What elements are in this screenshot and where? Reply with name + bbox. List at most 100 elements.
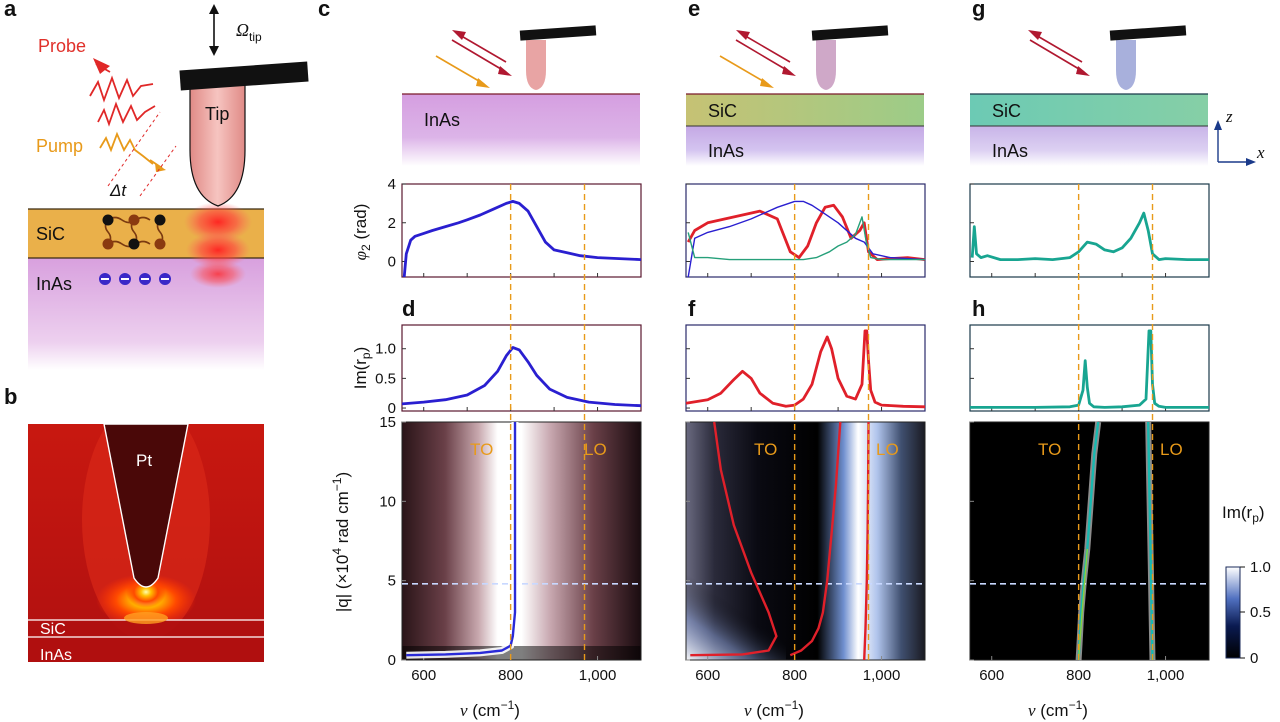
beam-arrows-g [1028,30,1090,76]
im-axis-label: Im(rp) [351,347,373,390]
map-g-to-label: TO [1038,440,1061,459]
panel-b: b Pt SiC InAs [4,384,264,664]
h-series-0 [970,329,1209,409]
panel-label-c: c [318,0,330,21]
c-ytick-label-2: 4 [388,176,396,193]
e-series-0 [686,203,926,261]
lattice-icon [102,214,166,250]
sic-label: SiC [36,224,65,244]
stack-g-layer-0: SiC [992,101,1021,121]
map-c-lo-label: LO [584,440,607,459]
nu-axis-label-c: ν (cm−1) [460,698,520,720]
x-axis-label: x [1256,143,1265,162]
sim-sic-label: SiC [40,621,66,638]
pump-label: Pump [36,136,83,156]
c-series-0 [402,200,642,278]
z-axis-label: z [1225,107,1233,126]
frame-g [969,183,1210,278]
electrons-icon [99,273,171,285]
map-e [686,422,925,660]
frame-e [685,183,926,278]
colorbar-title: Im(rp) [1222,503,1265,525]
panel-label-f: f [688,296,696,321]
inas-label: InAs [36,274,72,294]
map-c-background [402,422,641,660]
line-plots [401,183,1210,412]
panel-label-a: a [4,0,17,21]
panel-g-header: g SiC InAs z x [970,0,1265,166]
tip-label: Tip [205,104,229,124]
e-map-dispersion-1 [789,421,842,657]
nearfield-glow [184,202,252,242]
f-series-0 [685,329,926,409]
g-map-xtick-label-1: 800 [1066,667,1091,684]
nu-axis-label-g: ν (cm−1) [1028,698,1088,720]
panel-label-h: h [972,296,985,321]
probe-label: Probe [38,36,86,56]
c-ytick-label-0: 0 [388,254,396,271]
g-map-dispersion-green [1077,548,1089,661]
frame-h [969,324,1210,412]
axes-icon [1214,120,1256,166]
c-ytick-label-1: 2 [388,215,396,232]
colorbar: Im(rp) 1.0 0.5 0 [1222,503,1271,667]
c-map-ytick-label-2: 10 [379,493,396,510]
colorbar-tick-max: 1.0 [1250,559,1271,576]
e-map-xtick-label-2: 1,000 [863,667,901,684]
frame-d [401,324,642,412]
d-ytick-label-1: 0.5 [375,370,396,387]
g-series-0 [970,211,1209,261]
c-map-xtick-label-2: 1,000 [579,667,617,684]
map-e-lo-label: LO [876,440,899,459]
stack-sic-g [970,94,1208,126]
panel-label-e: e [688,0,700,21]
map-g-lo-label: LO [1160,440,1183,459]
stack-c-layer-0: InAs [424,110,460,130]
nu-axis-label-e: ν (cm−1) [744,698,804,720]
stack-inas-e [686,126,924,166]
phi-axis-label: φ2 (rad) [351,204,373,261]
colorbar-tick-min: 0 [1250,650,1258,667]
c-map-xtick-label-1: 800 [498,667,523,684]
c-map-ytick-label-3: 15 [379,414,396,431]
stack-e-layer-0: SiC [708,101,737,121]
map-c-to-label: TO [470,440,493,459]
frame-c [401,183,642,278]
panel-a: a SiC InAs Tip [4,0,309,370]
sim-inas-label: InAs [40,647,72,664]
e-series-2 [687,216,925,261]
cantilever [179,61,309,91]
beam-arrows-c [435,30,512,88]
tip-icon [189,83,246,207]
panel-label-b: b [4,384,17,409]
tapping-arrow-icon [209,4,219,56]
g-map-xtick-label-2: 1,000 [1147,667,1185,684]
g-map-xtick-label-0: 600 [979,667,1004,684]
tip-icon-e [816,40,836,90]
chart-marks: 0 2 4 0 0.5 1.0 0 5 10 15 600 800 1,000 600 800 1,000 60… [375,176,1209,684]
stack-g-layer-1: InAs [992,141,1028,161]
c-map-xtick-label-0: 600 [411,667,436,684]
tip-icon-c [526,40,546,90]
panel-c-header: c InAs [318,0,640,166]
stack-sic-e [686,94,924,126]
d-ytick-label-2: 1.0 [375,341,396,358]
panel-label-d: d [402,296,415,321]
c-map-ytick-label-0: 0 [388,652,396,669]
e-map-xtick-label-1: 800 [782,667,807,684]
delta-t-label: Δt [109,181,127,200]
d-series-0 [401,346,642,408]
e-series-1 [687,200,926,278]
pump-wave-icon [99,131,166,172]
stack-inas-g [970,126,1208,166]
e-map-dispersion-0 [690,421,778,657]
pt-label: Pt [136,451,152,470]
tip-icon-g [1116,40,1136,90]
c-map-ytick-label-1: 5 [388,573,396,590]
stack-inas-c [402,94,640,166]
colorbar-gradient [1225,566,1241,659]
colorbar-tick-mid: 0.5 [1250,604,1271,621]
g-map-dispersion-1 [1147,421,1154,661]
omega-label: Ωtip [236,20,262,44]
